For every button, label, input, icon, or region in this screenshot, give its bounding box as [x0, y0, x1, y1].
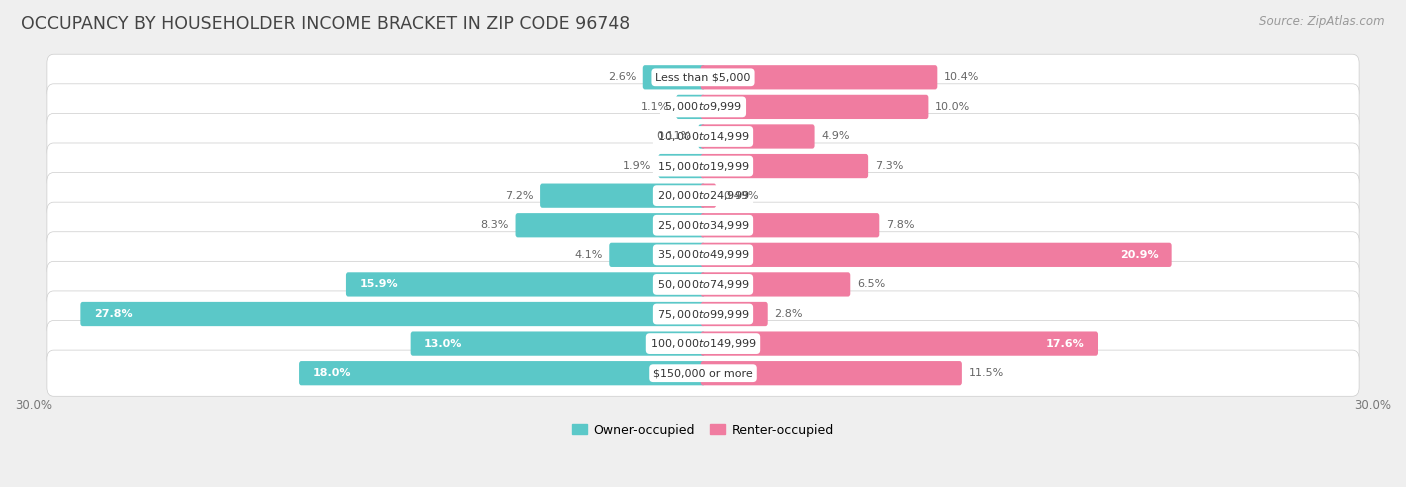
FancyBboxPatch shape — [700, 184, 716, 208]
Text: 8.3%: 8.3% — [481, 220, 509, 230]
Text: 20.9%: 20.9% — [1119, 250, 1159, 260]
FancyBboxPatch shape — [46, 262, 1360, 307]
FancyBboxPatch shape — [676, 95, 706, 119]
Text: $10,000 to $14,999: $10,000 to $14,999 — [657, 130, 749, 143]
FancyBboxPatch shape — [609, 243, 706, 267]
FancyBboxPatch shape — [700, 65, 938, 90]
FancyBboxPatch shape — [700, 124, 814, 149]
Text: 0.11%: 0.11% — [657, 131, 692, 142]
FancyBboxPatch shape — [700, 302, 768, 326]
FancyBboxPatch shape — [46, 350, 1360, 396]
Text: $20,000 to $24,999: $20,000 to $24,999 — [657, 189, 749, 202]
FancyBboxPatch shape — [80, 302, 706, 326]
FancyBboxPatch shape — [46, 202, 1360, 248]
Text: $15,000 to $19,999: $15,000 to $19,999 — [657, 160, 749, 172]
FancyBboxPatch shape — [658, 154, 706, 178]
Text: 4.9%: 4.9% — [821, 131, 849, 142]
Text: 6.5%: 6.5% — [858, 280, 886, 289]
Text: $25,000 to $34,999: $25,000 to $34,999 — [657, 219, 749, 232]
Text: 10.4%: 10.4% — [943, 72, 980, 82]
Text: $50,000 to $74,999: $50,000 to $74,999 — [657, 278, 749, 291]
Text: 7.3%: 7.3% — [875, 161, 903, 171]
FancyBboxPatch shape — [700, 272, 851, 297]
FancyBboxPatch shape — [46, 113, 1360, 160]
FancyBboxPatch shape — [516, 213, 706, 237]
Text: 2.6%: 2.6% — [607, 72, 636, 82]
FancyBboxPatch shape — [46, 232, 1360, 278]
Text: 10.0%: 10.0% — [935, 102, 970, 112]
Legend: Owner-occupied, Renter-occupied: Owner-occupied, Renter-occupied — [568, 419, 838, 442]
Text: OCCUPANCY BY HOUSEHOLDER INCOME BRACKET IN ZIP CODE 96748: OCCUPANCY BY HOUSEHOLDER INCOME BRACKET … — [21, 15, 630, 33]
Text: 4.1%: 4.1% — [574, 250, 603, 260]
Text: 1.9%: 1.9% — [623, 161, 651, 171]
Text: $35,000 to $49,999: $35,000 to $49,999 — [657, 248, 749, 262]
FancyBboxPatch shape — [46, 291, 1360, 337]
Text: $75,000 to $99,999: $75,000 to $99,999 — [657, 307, 749, 320]
FancyBboxPatch shape — [411, 332, 706, 356]
FancyBboxPatch shape — [299, 361, 706, 385]
FancyBboxPatch shape — [700, 243, 1171, 267]
FancyBboxPatch shape — [346, 272, 706, 297]
FancyBboxPatch shape — [46, 84, 1360, 130]
Text: 2.8%: 2.8% — [775, 309, 803, 319]
FancyBboxPatch shape — [46, 54, 1360, 100]
FancyBboxPatch shape — [699, 124, 706, 149]
Text: 17.6%: 17.6% — [1046, 338, 1084, 349]
FancyBboxPatch shape — [643, 65, 706, 90]
Text: $100,000 to $149,999: $100,000 to $149,999 — [650, 337, 756, 350]
Text: 27.8%: 27.8% — [94, 309, 132, 319]
FancyBboxPatch shape — [700, 213, 879, 237]
FancyBboxPatch shape — [700, 361, 962, 385]
Text: Source: ZipAtlas.com: Source: ZipAtlas.com — [1260, 15, 1385, 28]
FancyBboxPatch shape — [46, 143, 1360, 189]
FancyBboxPatch shape — [540, 184, 706, 208]
FancyBboxPatch shape — [46, 172, 1360, 219]
FancyBboxPatch shape — [46, 320, 1360, 367]
Text: 0.49%: 0.49% — [723, 190, 758, 201]
Text: 7.8%: 7.8% — [886, 220, 914, 230]
Text: $150,000 or more: $150,000 or more — [654, 368, 752, 378]
Text: 11.5%: 11.5% — [969, 368, 1004, 378]
FancyBboxPatch shape — [700, 95, 928, 119]
Text: 18.0%: 18.0% — [312, 368, 352, 378]
Text: 1.1%: 1.1% — [641, 102, 669, 112]
Text: 15.9%: 15.9% — [360, 280, 398, 289]
FancyBboxPatch shape — [700, 332, 1098, 356]
Text: 13.0%: 13.0% — [425, 338, 463, 349]
FancyBboxPatch shape — [700, 154, 868, 178]
Text: Less than $5,000: Less than $5,000 — [655, 72, 751, 82]
Text: $5,000 to $9,999: $5,000 to $9,999 — [664, 100, 742, 113]
Text: 7.2%: 7.2% — [505, 190, 533, 201]
